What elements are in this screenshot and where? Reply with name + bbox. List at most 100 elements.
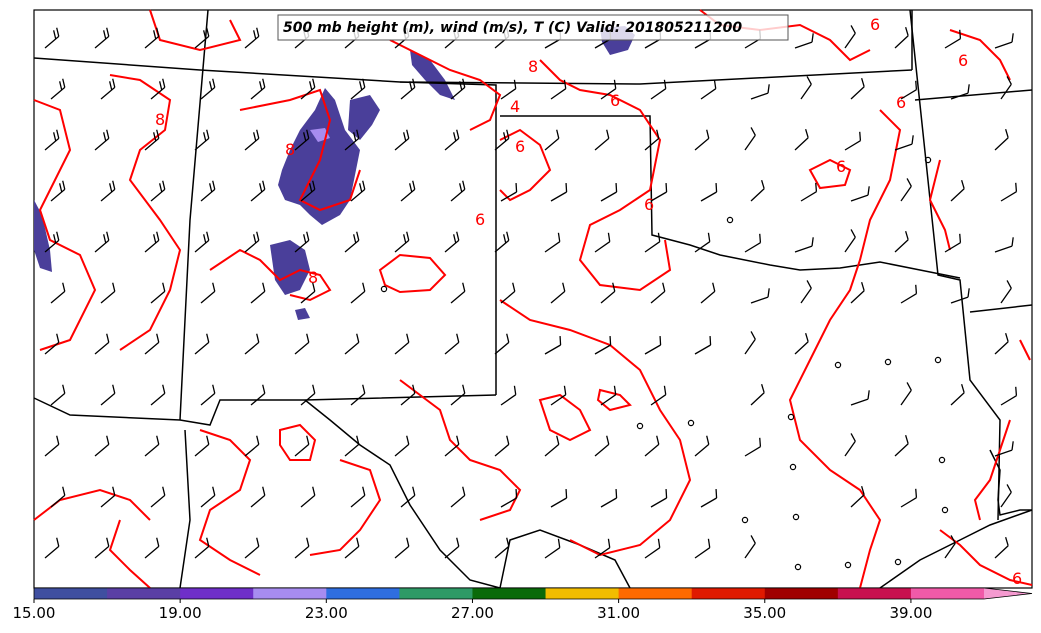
wind-barb-icon — [900, 178, 912, 202]
contour-label: 8 — [155, 110, 165, 129]
contour-line — [389, 39, 502, 131]
wind-barb-icon — [400, 180, 416, 202]
wind-barb-icon — [550, 489, 568, 508]
wind-barb-icon — [450, 282, 466, 304]
wind-barb-icon — [950, 383, 965, 406]
wind-barb-icon — [844, 433, 856, 457]
wind-barb-icon — [344, 333, 360, 355]
shaded-area-west — [34, 200, 52, 272]
wind-barb-icon — [694, 129, 710, 151]
wind-barb-icon — [100, 180, 116, 202]
wind-barb-icon — [600, 489, 618, 508]
wind-barb-icon — [494, 333, 510, 355]
wind-barb-icon — [44, 435, 60, 457]
contour-labels: 6 8 6 6 8 4 6 6 6 6 8 6 8 6 — [155, 15, 1022, 588]
colorbar-tick-label: 15.00 — [13, 604, 56, 622]
wind-barb-icon — [444, 333, 460, 355]
wind-barb-icon — [294, 333, 310, 355]
wind-barb-icon — [194, 435, 210, 457]
contour-line — [499, 128, 552, 202]
wind-barb-icon — [500, 489, 518, 508]
wind-barb-icon — [850, 77, 865, 100]
wind-barb-icon — [244, 435, 260, 457]
wind-barb-icon — [550, 282, 566, 304]
wind-barb-icon — [94, 129, 110, 151]
calm-circle-icon — [789, 463, 797, 471]
wind-barb-icon — [44, 231, 60, 253]
wind-barb-icon — [100, 384, 116, 406]
contour-line — [1019, 339, 1031, 361]
wind-barb-icon — [744, 535, 756, 559]
wind-barb-icon — [194, 27, 210, 49]
wind-barb-icon — [444, 231, 460, 253]
wind-barb-icon — [944, 535, 956, 559]
contour-line — [399, 379, 522, 521]
contour-label: 6 — [836, 157, 846, 176]
wind-barb-icon — [894, 135, 914, 151]
wind-barb-icon — [994, 128, 1009, 151]
wind-barb-icon — [594, 129, 610, 151]
wind-barb-icon — [150, 180, 166, 202]
wind-barb-icon — [744, 233, 762, 253]
wind-barb-icon — [494, 231, 510, 253]
wind-barb-icon — [494, 435, 510, 457]
wind-barb-icon — [100, 282, 116, 304]
calm-circle-icon — [726, 216, 734, 224]
colorbar-segment — [107, 588, 181, 599]
wind-barb-icon — [994, 332, 1009, 355]
wind-barb-icon — [850, 186, 870, 202]
wind-barb-icon — [544, 538, 561, 559]
wind-barb-icon — [250, 78, 266, 100]
wind-barb-icon — [844, 131, 862, 151]
wind-barb-icon — [250, 486, 266, 508]
contour-label: 6 — [896, 93, 906, 112]
contour-label: 6 — [1012, 569, 1022, 588]
colorbar-tick-label: 19.00 — [159, 604, 202, 622]
contour-label: 6 — [644, 195, 654, 214]
wind-barb-icon — [794, 128, 809, 151]
wind-barb-icon — [94, 27, 110, 49]
wind-barb-icon — [694, 336, 712, 355]
wind-barb-icon — [394, 537, 410, 559]
wind-barb-icon — [844, 25, 856, 49]
state-boundaries — [33, 9, 1033, 589]
colorbar-segment — [910, 588, 985, 599]
wind-barb-icon — [300, 486, 316, 508]
wind-barb-icon — [450, 384, 466, 406]
contour-label: 8 — [528, 57, 538, 76]
calm-circle-icon — [792, 513, 800, 521]
colorbar-segment — [764, 588, 839, 599]
wind-barb-icon — [1000, 484, 1012, 508]
calm-circle-icon — [938, 456, 946, 464]
contour-label: 6 — [610, 91, 620, 110]
wind-barb-icon — [744, 127, 756, 151]
wind-barb-icon — [350, 78, 366, 100]
colorbar-segment — [399, 588, 473, 599]
wind-barb-icon — [594, 232, 611, 253]
contour-line — [949, 29, 1011, 81]
wind-barb-icon — [950, 288, 970, 304]
calm-circle-icon — [924, 156, 932, 164]
wind-barb-icon — [394, 435, 410, 457]
wind-barb-icon — [744, 437, 762, 457]
wind-barb-icon — [550, 79, 567, 100]
wind-barb-icon — [700, 282, 716, 304]
wind-barb-icon — [294, 537, 310, 559]
wind-barb-icon — [350, 384, 366, 406]
wind-barb-icon — [400, 384, 416, 406]
contour-label: 8 — [285, 140, 295, 159]
wind-barb-icon — [250, 282, 266, 304]
calm-circle-icon — [884, 358, 892, 366]
contour-line — [109, 74, 182, 351]
wind-barb-icon — [200, 384, 216, 406]
contour-line — [808, 158, 852, 190]
wind-barb-icon — [494, 537, 510, 559]
contour-line — [309, 459, 382, 556]
colorbar-tick-label: 31.00 — [597, 604, 640, 622]
wind-barb-icon — [644, 336, 662, 355]
wind-barb-icon — [444, 129, 460, 151]
wind-barb-icon — [50, 78, 66, 100]
wind-barb-icon — [694, 232, 711, 253]
colorbar-tick-label: 35.00 — [743, 604, 786, 622]
wind-barb-icon — [544, 336, 562, 355]
